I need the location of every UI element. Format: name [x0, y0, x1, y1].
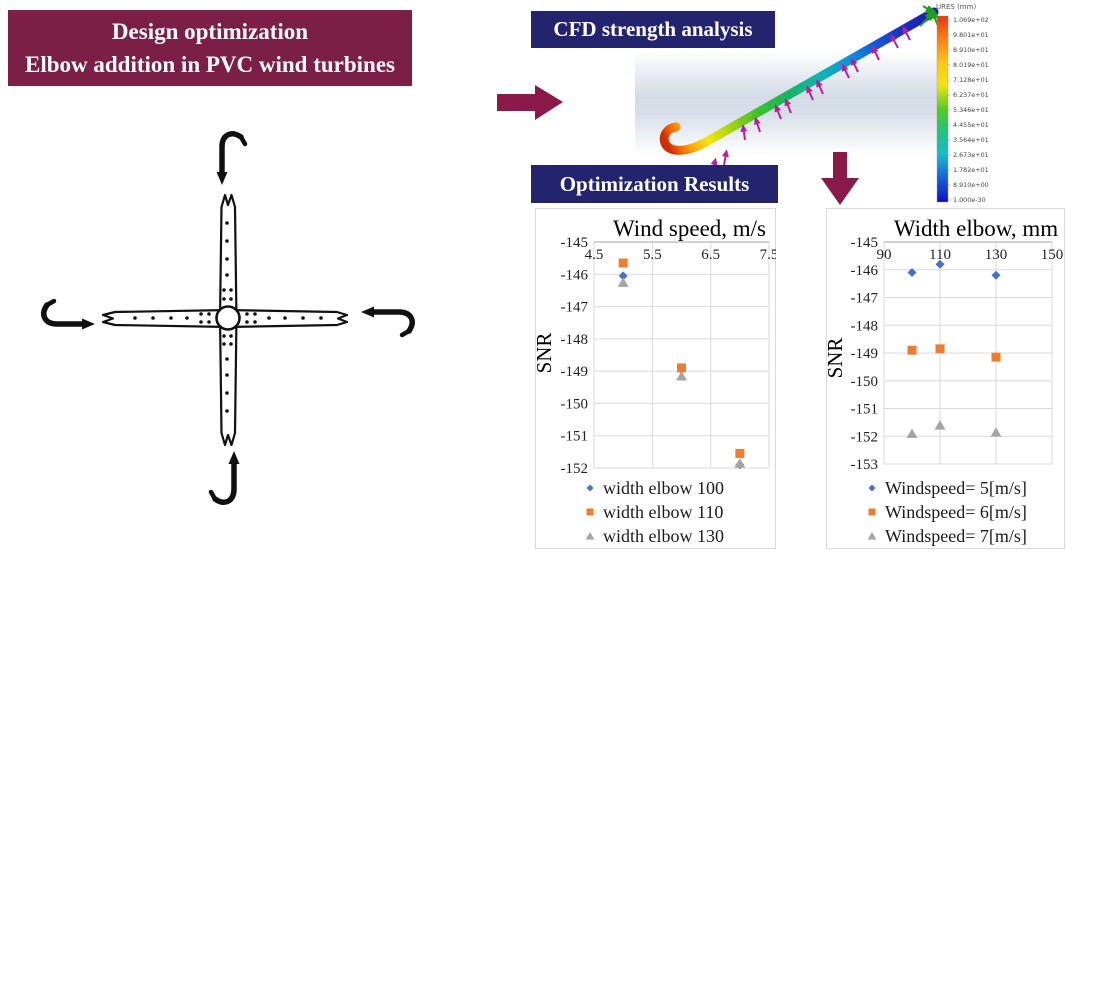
svg-text:-146: -146 — [851, 263, 879, 279]
cfd-scale-label: 1.782e+01 — [953, 166, 989, 174]
svg-text:-147: -147 — [851, 291, 879, 307]
cfd-scale-label: 7.128e+01 — [953, 76, 989, 84]
svg-text:-145: -145 — [561, 235, 589, 251]
cfd-scale-label: 8.019e+01 — [953, 61, 989, 69]
series-square — [618, 258, 745, 458]
svg-text:5.5: 5.5 — [643, 247, 662, 263]
svg-text:-148: -148 — [561, 332, 589, 348]
cfd-scale-label: 3.564e+01 — [953, 136, 989, 144]
svg-text:110: 110 — [929, 247, 951, 263]
svg-text:-150: -150 — [561, 396, 589, 412]
svg-text:-150: -150 — [851, 374, 879, 390]
x-tick-labels: 4.5 5.5 6.5 7.5 — [585, 247, 779, 263]
svg-text:6.5: 6.5 — [701, 247, 720, 263]
legend-label: Windspeed= 7[m/s] — [885, 526, 1027, 546]
chart-frame — [826, 208, 1065, 549]
cfd-banner: CFD strength analysis — [531, 11, 775, 48]
cfd-scale-label: 8.910e+01 — [953, 46, 989, 54]
cfd-scale-label: 1.000e-30 — [953, 196, 986, 204]
svg-text:4.5: 4.5 — [585, 247, 604, 263]
svg-text:-153: -153 — [851, 457, 879, 473]
chart-snr-vs-width-elbow: Width elbow, mm 90 110 130 150 -145 -146 -147 -1… — [823, 208, 1065, 549]
cfd-scale-label: 2.673e+01 — [953, 151, 989, 159]
cfd-scale-title: URES (mm) — [936, 3, 976, 11]
cfd-scale-label: 1.069e+02 — [953, 16, 989, 24]
cfd-scale-labels: 1.069e+02 9.801e+01 8.910e+01 8.019e+01 7.12… — [948, 16, 989, 204]
svg-text:-152: -152 — [561, 461, 589, 477]
chart-title: Wind speed, m/s — [613, 216, 766, 241]
legend-label: Windspeed= 6[m/s] — [885, 502, 1027, 522]
legend-label: width elbow 110 — [603, 502, 723, 522]
y-axis-label: SNR — [826, 338, 847, 379]
svg-text:7.5: 7.5 — [760, 247, 776, 263]
wind-turbine-rotor-diagram — [35, 115, 425, 535]
svg-text:-151: -151 — [561, 429, 589, 445]
rotor-hub — [215, 305, 241, 331]
svg-text:-146: -146 — [561, 267, 589, 283]
flow-arrow-down-icon — [821, 152, 859, 205]
chart-snr-vs-wind-speed: Wind speed, m/s 4.5 5.5 6.5 7.5 -145 -146 -147-… — [532, 208, 779, 549]
y-axis-label: SNR — [535, 333, 556, 374]
svg-text:-149: -149 — [561, 364, 589, 380]
svg-text:130: 130 — [985, 247, 1008, 263]
results-banner: Optimization Results — [531, 165, 778, 203]
legend: width elbow 100 width elbow 110 width elbo… — [585, 478, 724, 546]
flow-arrow-right-icon — [497, 85, 563, 120]
series-square — [907, 344, 1001, 362]
x-tick-labels: 90 110 130 150 — [877, 247, 1064, 263]
cfd-blade — [659, 7, 939, 155]
chart-frame — [535, 208, 776, 549]
svg-text:-148: -148 — [851, 318, 879, 334]
svg-text:-152: -152 — [851, 429, 879, 445]
series-diamond — [907, 259, 1001, 280]
legend-label: width elbow 130 — [603, 526, 724, 546]
main-title-line1: Design optimization — [111, 19, 309, 44]
series-triangle — [617, 277, 746, 468]
main-title-line2: Elbow addition in PVC wind turbines — [24, 52, 396, 77]
svg-text:90: 90 — [877, 247, 892, 263]
rivet-dots — [133, 221, 323, 413]
cfd-scale-label: 4.455e+01 — [953, 121, 989, 129]
cfd-render: URES (mm) 1.069e+02 9.801e+01 8.910e+01 8.0… — [635, 3, 989, 204]
cfd-scale-label: 9.801e+01 — [953, 31, 989, 39]
cfd-color-scale — [936, 15, 949, 203]
svg-text:-151: -151 — [851, 402, 879, 418]
svg-text:-149: -149 — [851, 346, 879, 362]
legend-label: Windspeed= 5[m/s] — [885, 478, 1027, 498]
series-triangle — [906, 420, 1002, 438]
svg-text:-145: -145 — [851, 235, 879, 251]
legend: Windspeed= 5[m/s] Windspeed= 6[m/s] Windsp… — [867, 478, 1027, 546]
svg-text:150: 150 — [1041, 247, 1064, 263]
cfd-scale-label: 8.910e+00 — [953, 181, 989, 189]
cfd-scale-label: 5.346e+01 — [953, 106, 989, 114]
y-tick-labels: -145 -146 -147 -148 -149 -150 -151 -152 — [561, 235, 589, 477]
y-tick-labels: -145 -146 -147 -148 -149 -150 -151 -152 -153 — [851, 235, 879, 473]
chart-title: Width elbow, mm — [894, 216, 1058, 241]
cfd-scale-label: 6.237e+01 — [953, 91, 989, 99]
main-title-banner: Design optimization Elbow addition in PV… — [8, 10, 412, 86]
svg-text:-147: -147 — [561, 300, 589, 316]
legend-label: width elbow 100 — [603, 478, 724, 498]
